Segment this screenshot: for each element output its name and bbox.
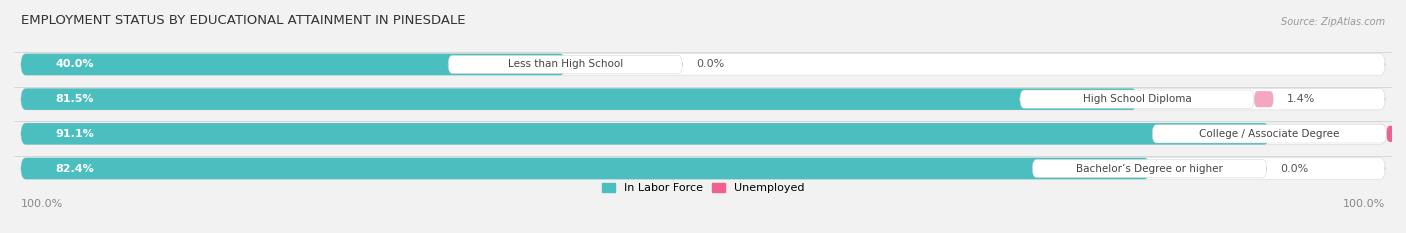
FancyBboxPatch shape bbox=[1152, 125, 1386, 143]
Text: 91.1%: 91.1% bbox=[55, 129, 94, 139]
FancyBboxPatch shape bbox=[1386, 126, 1406, 142]
Text: Less than High School: Less than High School bbox=[508, 59, 623, 69]
FancyBboxPatch shape bbox=[1254, 91, 1274, 107]
FancyBboxPatch shape bbox=[21, 88, 1137, 110]
FancyBboxPatch shape bbox=[21, 54, 565, 75]
Text: 81.5%: 81.5% bbox=[55, 94, 94, 104]
Text: College / Associate Degree: College / Associate Degree bbox=[1199, 129, 1340, 139]
Text: 1.4%: 1.4% bbox=[1288, 94, 1316, 104]
FancyBboxPatch shape bbox=[21, 158, 1150, 179]
Text: EMPLOYMENT STATUS BY EDUCATIONAL ATTAINMENT IN PINESDALE: EMPLOYMENT STATUS BY EDUCATIONAL ATTAINM… bbox=[21, 14, 465, 27]
Text: 100.0%: 100.0% bbox=[21, 199, 63, 209]
FancyBboxPatch shape bbox=[21, 158, 1385, 179]
FancyBboxPatch shape bbox=[21, 88, 1385, 110]
Text: High School Diploma: High School Diploma bbox=[1083, 94, 1191, 104]
FancyBboxPatch shape bbox=[449, 55, 682, 74]
Text: 82.4%: 82.4% bbox=[55, 164, 94, 174]
Text: 0.0%: 0.0% bbox=[1281, 164, 1309, 174]
Text: 0.0%: 0.0% bbox=[696, 59, 724, 69]
Text: 100.0%: 100.0% bbox=[1343, 199, 1385, 209]
Text: Source: ZipAtlas.com: Source: ZipAtlas.com bbox=[1281, 17, 1385, 27]
FancyBboxPatch shape bbox=[1032, 159, 1267, 178]
FancyBboxPatch shape bbox=[21, 123, 1385, 145]
FancyBboxPatch shape bbox=[21, 123, 1270, 145]
FancyBboxPatch shape bbox=[1019, 90, 1254, 108]
FancyBboxPatch shape bbox=[21, 54, 1385, 75]
Text: Bachelor’s Degree or higher: Bachelor’s Degree or higher bbox=[1076, 164, 1223, 174]
Text: 40.0%: 40.0% bbox=[55, 59, 94, 69]
Legend: In Labor Force, Unemployed: In Labor Force, Unemployed bbox=[598, 178, 808, 197]
